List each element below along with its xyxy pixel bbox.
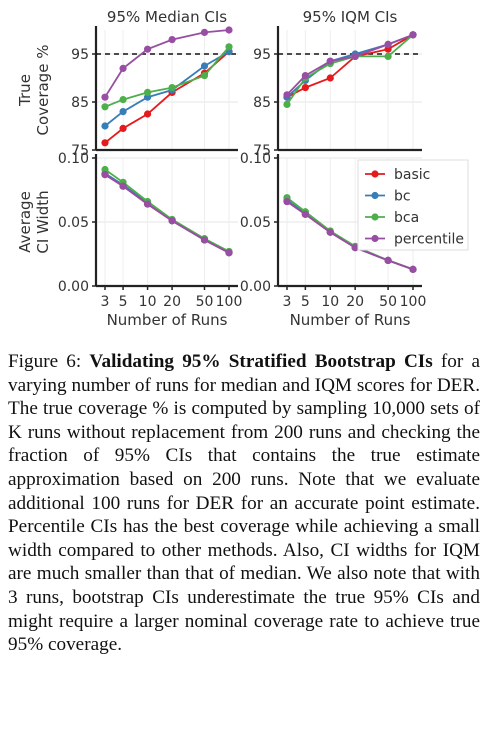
data-point-bca — [283, 101, 290, 108]
y-tick-label: 95 — [253, 47, 271, 63]
data-point-percentile — [101, 171, 108, 178]
data-point-basic — [144, 110, 151, 117]
data-point-percentile — [409, 31, 416, 38]
data-point-bca — [168, 84, 175, 91]
chart-title: 95% IQM CIs — [303, 8, 398, 26]
chart-svg: 75 85 95 95% Median CIs TrueCoverage % 75 85 95… — [0, 0, 487, 345]
data-point-percentile — [168, 36, 175, 43]
y-axis-label-line-1: True — [16, 74, 34, 107]
data-point-percentile — [168, 217, 175, 224]
x-tick-label: 100 — [216, 294, 243, 310]
data-point-percentile — [201, 236, 208, 243]
legend-swatch-dot — [371, 192, 378, 199]
y-tick-label: 85 — [71, 95, 89, 111]
y-axis-label-line-1: Average — [16, 191, 34, 253]
x-axis-label: Number of Runs — [107, 311, 228, 329]
data-point-percentile — [302, 72, 309, 79]
y-axis-label-line-2: Coverage % — [34, 45, 52, 136]
data-point-basic — [101, 139, 108, 146]
y-tick-label: 85 — [253, 95, 271, 111]
caption-text-3: for an accurate point estimate. Percenti… — [8, 493, 480, 656]
data-point-bca — [119, 96, 126, 103]
data-point-bc — [101, 122, 108, 129]
data-point-basic — [119, 125, 126, 132]
x-tick-label: 10 — [321, 294, 339, 310]
legend-label-basic: basic — [394, 167, 430, 183]
y-tick-label: 0.05 — [240, 215, 271, 231]
data-point-bc — [201, 62, 208, 69]
series-line-percentile — [105, 30, 229, 97]
y-tick-label: 0.05 — [58, 215, 89, 231]
x-tick-label: 50 — [196, 294, 214, 310]
data-point-bca — [144, 89, 151, 96]
y-tick-label: 0.10 — [58, 151, 89, 167]
x-tick-label: 20 — [346, 294, 364, 310]
data-point-bca — [225, 43, 232, 50]
data-point-basic — [327, 74, 334, 81]
data-point-percentile — [352, 53, 359, 60]
y-tick-label: 0.00 — [58, 279, 89, 295]
caption-bold-title: Validating 95% Stratified Bootstrap CIs — [89, 351, 432, 372]
legend-swatch-dot — [371, 213, 378, 220]
legend-label-bca: bca — [394, 210, 419, 226]
y-axis-label: AverageCI Width — [16, 190, 52, 253]
data-point-basic — [302, 84, 309, 91]
caption-der-2: DER — [196, 493, 234, 514]
x-tick-label: 10 — [139, 294, 157, 310]
data-point-bca — [201, 72, 208, 79]
data-point-percentile — [201, 29, 208, 36]
data-point-percentile — [144, 46, 151, 53]
caption-label: Figure 6: — [8, 351, 81, 372]
data-point-percentile — [283, 198, 290, 205]
data-point-percentile — [327, 229, 334, 236]
data-point-percentile — [384, 41, 391, 48]
data-point-percentile — [225, 249, 232, 256]
chart-panel-1: 75 85 95 95% Median CIs TrueCoverage % — [16, 8, 238, 159]
x-tick-label: 3 — [283, 294, 292, 310]
figure-caption: Figure 6: Validating 95% Stratified Boot… — [8, 350, 480, 657]
data-point-percentile — [144, 200, 151, 207]
caption-der-1: DER — [437, 375, 475, 396]
x-tick-label: 5 — [119, 294, 128, 310]
figure: 75 85 95 95% Median CIs TrueCoverage % 75 85 95… — [0, 0, 487, 345]
y-axis-label: TrueCoverage % — [16, 45, 52, 136]
data-point-bca — [384, 53, 391, 60]
y-tick-label: 95 — [71, 47, 89, 63]
chart-title: 95% Median CIs — [107, 8, 227, 26]
data-point-bc — [119, 108, 126, 115]
legend-swatch-dot — [371, 170, 378, 177]
x-tick-label: 20 — [163, 294, 181, 310]
data-point-percentile — [101, 94, 108, 101]
legend: basic bc bca percentile — [358, 160, 468, 250]
x-axis-label: Number of Runs — [290, 311, 411, 329]
data-point-percentile — [327, 58, 334, 65]
data-point-percentile — [225, 26, 232, 33]
legend-label-percentile: percentile — [394, 232, 464, 248]
data-point-percentile — [302, 211, 309, 218]
x-tick-label: 3 — [101, 294, 110, 310]
legend-swatch-dot — [371, 235, 378, 242]
data-point-percentile — [119, 183, 126, 190]
x-tick-label: 5 — [301, 294, 310, 310]
data-point-percentile — [283, 91, 290, 98]
y-tick-label: 0.00 — [240, 279, 271, 295]
x-tick-label: 100 — [400, 294, 427, 310]
data-point-percentile — [119, 65, 126, 72]
data-point-percentile — [384, 257, 391, 264]
data-point-percentile — [409, 266, 416, 273]
legend-label-bc: bc — [394, 189, 411, 205]
y-tick-label: 0.10 — [240, 151, 271, 167]
y-axis-label-line-2: CI Width — [34, 190, 52, 253]
chart-panel-2: 75 85 95 95% IQM CIs — [253, 8, 422, 159]
x-tick-label: 50 — [379, 294, 397, 310]
data-point-bca — [101, 103, 108, 110]
